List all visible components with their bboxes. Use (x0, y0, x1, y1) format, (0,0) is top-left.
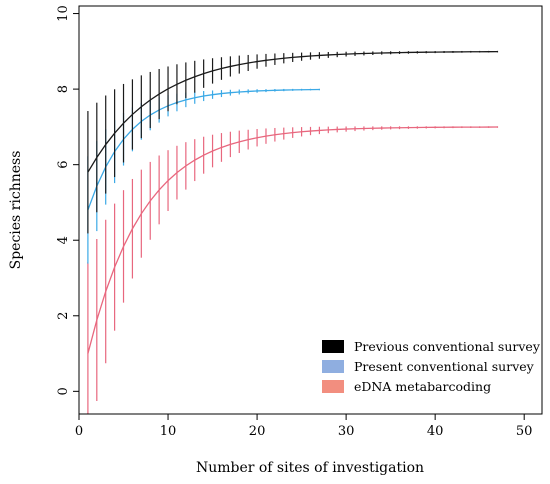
legend-swatch (322, 340, 344, 353)
x-tick-label: 40 (427, 424, 444, 439)
legend-swatch (322, 360, 344, 373)
x-tick-label: 10 (160, 424, 177, 439)
y-tick-label: 6 (56, 161, 71, 169)
y-tick-label: 10 (56, 5, 71, 22)
series-previous-conventional-survey (87, 50, 499, 234)
y-tick-label: 8 (56, 85, 71, 93)
legend-label: eDNA metabarcoding (354, 379, 491, 394)
legend-swatch (322, 380, 344, 393)
mean-line (87, 126, 498, 354)
series-layer (87, 50, 499, 414)
y-axis-title: Species richness (8, 151, 24, 270)
x-tick-label: 30 (338, 424, 355, 439)
legend: Previous conventional survey Present conv… (322, 339, 541, 394)
plot-frame (78, 5, 543, 415)
legend-label: Previous conventional survey (354, 339, 541, 354)
y-tick-label: 0 (56, 387, 71, 395)
series-edna-metabarcoding (87, 126, 499, 414)
y-tick-label: 2 (56, 312, 71, 320)
x-axis-title: Number of sites of investigation (196, 460, 424, 476)
y-tick-label: 4 (56, 236, 71, 244)
legend-label: Present conventional survey (354, 359, 535, 374)
mean-line (87, 50, 498, 173)
x-tick-label: 50 (516, 424, 533, 439)
x-tick-label: 20 (249, 424, 266, 439)
axes-layer: 0 10 20 30 40 50 0 2 4 6 8 10 (56, 5, 532, 439)
x-tick-label: 0 (75, 424, 83, 439)
mean-line (87, 88, 320, 211)
